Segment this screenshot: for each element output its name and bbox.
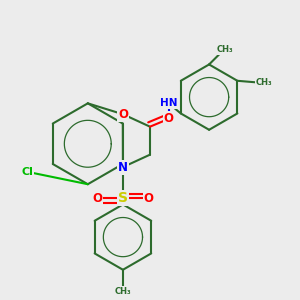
Text: HN: HN: [160, 98, 177, 108]
Text: CH₃: CH₃: [217, 45, 234, 54]
Text: N: N: [118, 160, 128, 174]
Text: CH₃: CH₃: [115, 287, 131, 296]
Text: S: S: [118, 191, 128, 205]
Text: CH₃: CH₃: [256, 78, 272, 87]
Text: O: O: [118, 108, 128, 121]
Text: O: O: [144, 192, 154, 205]
Text: Cl: Cl: [21, 167, 33, 177]
Text: O: O: [164, 112, 174, 125]
Text: O: O: [92, 192, 102, 205]
